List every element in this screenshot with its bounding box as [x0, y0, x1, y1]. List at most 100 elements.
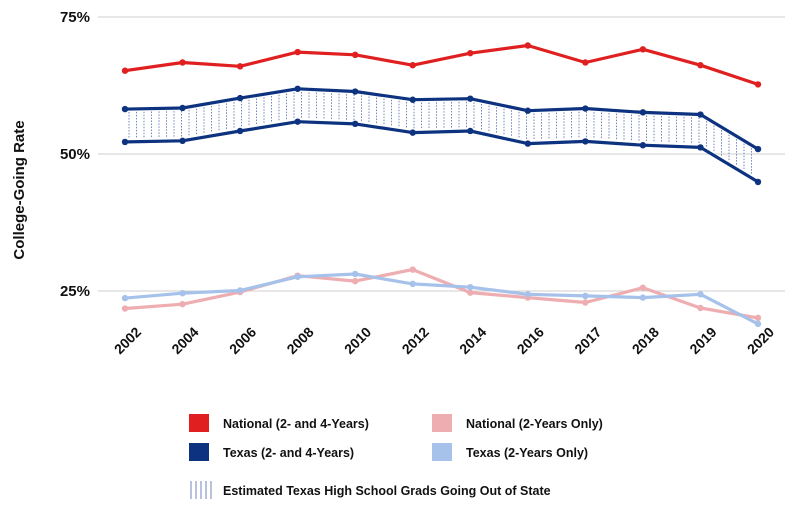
y-axis-ticks: 75% 50% 25%	[60, 9, 90, 300]
legend-label: Estimated Texas High School Grads Going …	[223, 484, 551, 498]
data-point	[697, 144, 704, 151]
x-tick-label: 2002	[111, 324, 144, 357]
out-of-state-band	[128, 91, 752, 176]
data-point	[639, 142, 647, 149]
data-point	[409, 280, 416, 288]
data-point	[409, 266, 416, 273]
data-point	[236, 287, 244, 294]
data-point	[754, 314, 762, 322]
data-point	[179, 289, 186, 297]
data-point	[121, 138, 129, 146]
y-tick-label: 75%	[60, 9, 90, 26]
legend-item: National (2- and 4-Years)	[189, 414, 369, 432]
data-point	[351, 277, 359, 285]
legend-label: Texas (2-Years Only)	[466, 446, 588, 460]
data-point	[524, 140, 532, 147]
data-point	[697, 304, 704, 312]
series-line	[123, 268, 760, 320]
data-point	[582, 299, 589, 306]
data-point	[121, 294, 129, 302]
data-point	[179, 300, 186, 308]
data-point	[754, 81, 762, 88]
legend-item: Estimated Texas High School Grads Going …	[190, 481, 551, 499]
data-point	[639, 294, 647, 301]
legend-swatch	[432, 443, 452, 461]
data-point	[697, 62, 704, 69]
data-point	[351, 88, 359, 95]
legend-item: Texas (2- and 4-Years)	[189, 443, 354, 461]
series-line	[123, 43, 760, 87]
y-tick-label: 50%	[60, 146, 90, 163]
x-tick-label: 2010	[341, 324, 374, 357]
data-point	[294, 85, 301, 92]
series-lines	[121, 42, 762, 328]
y-axis-label: College-Going Rate	[11, 120, 28, 259]
x-tick-label: 2004	[168, 324, 201, 357]
data-point	[409, 96, 416, 103]
data-point	[121, 105, 129, 113]
data-point	[236, 94, 244, 102]
y-tick-label: 25%	[60, 283, 90, 300]
data-point	[351, 270, 359, 278]
series-line	[123, 272, 760, 326]
data-point	[582, 105, 589, 112]
legend: National (2- and 4-Years) National (2-Yea…	[189, 414, 603, 499]
legend-swatch	[189, 443, 209, 461]
data-point	[467, 49, 474, 57]
data-point	[582, 292, 589, 300]
legend-label: Texas (2- and 4-Years)	[223, 446, 354, 460]
series-nat2	[121, 266, 762, 322]
legend-label: National (2- and 4-Years)	[223, 417, 369, 431]
series-line	[123, 120, 760, 184]
data-point	[294, 48, 301, 56]
data-point	[351, 120, 359, 128]
data-point	[754, 145, 762, 153]
x-tick-label: 2018	[629, 324, 662, 357]
legend-swatch	[432, 414, 452, 432]
data-point	[524, 107, 532, 114]
legend-item: Texas (2-Years Only)	[432, 443, 588, 461]
data-point	[582, 59, 589, 66]
data-point	[351, 51, 359, 59]
series-tx24_hi	[121, 85, 762, 153]
data-point	[409, 62, 416, 69]
data-point	[409, 129, 416, 136]
data-point	[179, 59, 186, 66]
data-point	[294, 273, 301, 280]
data-point	[236, 127, 244, 135]
data-point	[697, 111, 704, 118]
data-point	[467, 95, 474, 102]
data-point	[121, 305, 129, 312]
data-point	[467, 283, 474, 291]
data-point	[639, 46, 647, 53]
series-tx2	[121, 270, 762, 328]
data-point	[179, 104, 186, 112]
legend-label: National (2-Years Only)	[466, 417, 603, 431]
series-tx24_lo	[121, 118, 762, 186]
data-point	[639, 284, 647, 291]
data-point	[697, 291, 704, 298]
legend-item: National (2-Years Only)	[432, 414, 603, 432]
x-tick-label: 2006	[226, 324, 259, 357]
series-nat24	[121, 42, 762, 88]
data-point	[754, 178, 762, 186]
data-point	[179, 137, 186, 145]
x-tick-label: 2012	[399, 324, 432, 357]
x-tick-label: 2016	[514, 324, 547, 357]
data-point	[294, 118, 301, 125]
x-axis-ticks: 2002 2004 2006 2008 2010 2012 2014 2016 2017 2018…	[111, 324, 777, 357]
data-point	[467, 127, 474, 135]
data-point	[524, 291, 532, 298]
data-point	[467, 289, 474, 296]
x-tick-label: 2017	[571, 324, 604, 357]
data-point	[121, 67, 129, 74]
data-point	[524, 42, 532, 49]
legend-swatch	[189, 414, 209, 432]
x-tick-label: 2008	[283, 324, 316, 357]
x-tick-label: 2019	[686, 324, 719, 357]
x-tick-label: 2014	[456, 324, 489, 357]
data-point	[754, 320, 762, 328]
data-point	[639, 109, 647, 116]
